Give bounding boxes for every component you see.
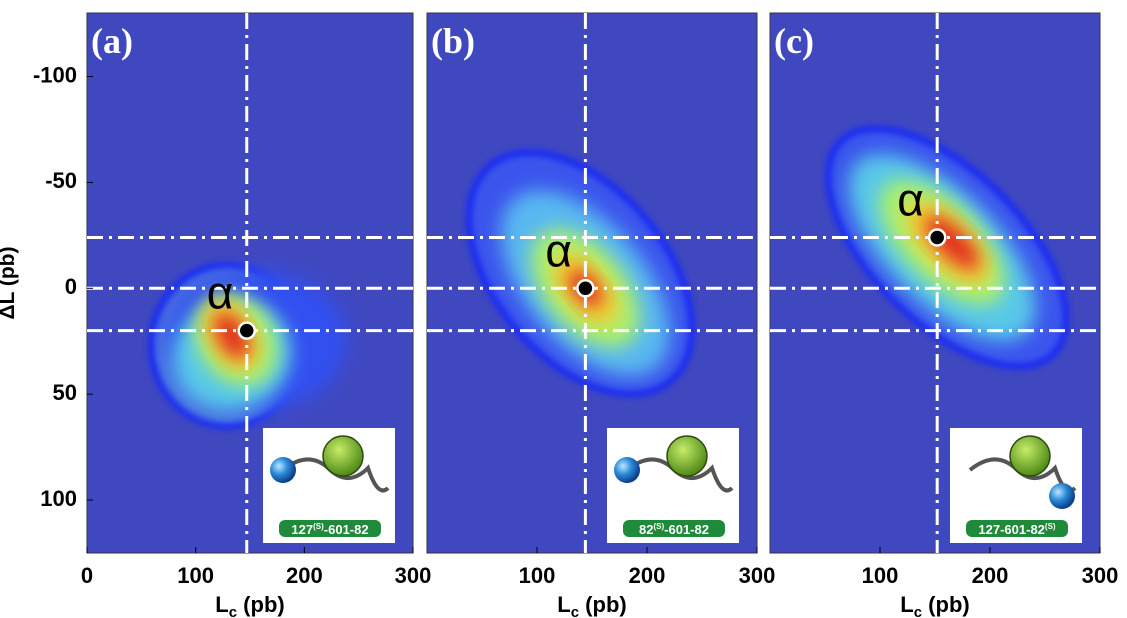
- label-part: 127-601-82: [978, 522, 1045, 537]
- label-part: (S): [1045, 522, 1056, 531]
- label-part: L: [215, 592, 228, 617]
- inset-label: 127(S)-601-82: [291, 522, 368, 537]
- label-part: 127: [291, 522, 313, 537]
- plot-frame: [769, 12, 1101, 554]
- x-axis-label: Lc (pb): [557, 592, 626, 618]
- alpha-point: [237, 321, 256, 340]
- bead: [614, 457, 640, 483]
- inset: 127(S)-601-82: [263, 428, 395, 543]
- x-tick-label: 100: [177, 563, 214, 588]
- x-tick-label: 200: [972, 563, 1009, 588]
- inset: 82(S)-601-82: [607, 428, 739, 543]
- nucleosome: [1009, 435, 1051, 477]
- y-axis-label: ΔL (pb): [0, 246, 19, 319]
- annotation: α: [207, 267, 234, 319]
- annotation: α: [545, 224, 572, 276]
- label-pill: [966, 520, 1068, 537]
- panel: α (c) 127-601-82(S) 100 200 300 Lc (pb): [769, 12, 1119, 618]
- y-tick-label: -100: [33, 62, 77, 87]
- label-part: 82: [639, 522, 653, 537]
- label-part: L: [900, 592, 913, 617]
- y-tick-label: 50: [53, 380, 77, 405]
- plot-frame: [86, 12, 414, 554]
- dna: [625, 457, 734, 493]
- label-pill: [279, 520, 381, 537]
- y-tick-label: -50: [45, 168, 77, 193]
- panel-label: (c): [774, 21, 814, 61]
- x-tick-label: 300: [395, 563, 432, 588]
- dna: [281, 457, 390, 493]
- bead: [270, 457, 296, 483]
- annotation: α: [897, 173, 924, 225]
- x-tick-label: 0: [81, 563, 93, 588]
- x-axis-label: Lc (pb): [215, 592, 284, 618]
- x-tick-label: 200: [286, 563, 323, 588]
- panel-label: (a): [91, 21, 133, 61]
- bead: [1049, 483, 1075, 509]
- x-tick-label: 200: [629, 563, 666, 588]
- label-part: (S): [653, 522, 664, 531]
- inset: 127-601-82(S): [950, 428, 1082, 543]
- label-part: (pb): [237, 592, 285, 617]
- nucleosome: [322, 435, 364, 477]
- panel: α (a) 127(S)-601-82 0 100 200 300 Lc (pb) -100 -5…: [0, 12, 432, 618]
- label-part: L: [557, 592, 570, 617]
- label-part: (pb): [922, 592, 970, 617]
- alpha-point: [576, 279, 595, 298]
- nucleosome: [666, 435, 708, 477]
- label-part: (S): [313, 522, 324, 531]
- label-part: c: [571, 604, 579, 618]
- y-tick-label: 0: [65, 274, 77, 299]
- y-tick-label: 100: [40, 486, 77, 511]
- x-tick-label: 100: [519, 563, 556, 588]
- alpha-point: [927, 228, 947, 247]
- x-axis-label: Lc (pb): [900, 592, 969, 618]
- label-pill: [623, 520, 725, 537]
- inset-label: 127-601-82(S): [978, 522, 1056, 537]
- density-map: [147, 261, 347, 430]
- x-tick-label: 300: [1082, 563, 1119, 588]
- label-part: -601-82: [324, 522, 369, 537]
- x-tick-label: 300: [739, 563, 776, 588]
- inset-label: 82(S)-601-82: [639, 522, 709, 537]
- panel: α (b) 82(S)-601-82 100 200 300 Lc (pb): [426, 12, 776, 618]
- plot-frame: [426, 12, 758, 554]
- label-part: c: [229, 604, 237, 618]
- panel-label: (b): [431, 21, 475, 61]
- label-part: -601-82: [664, 522, 709, 537]
- label-part: (pb): [579, 592, 627, 617]
- label-part: c: [914, 604, 922, 618]
- x-tick-label: 100: [862, 563, 899, 588]
